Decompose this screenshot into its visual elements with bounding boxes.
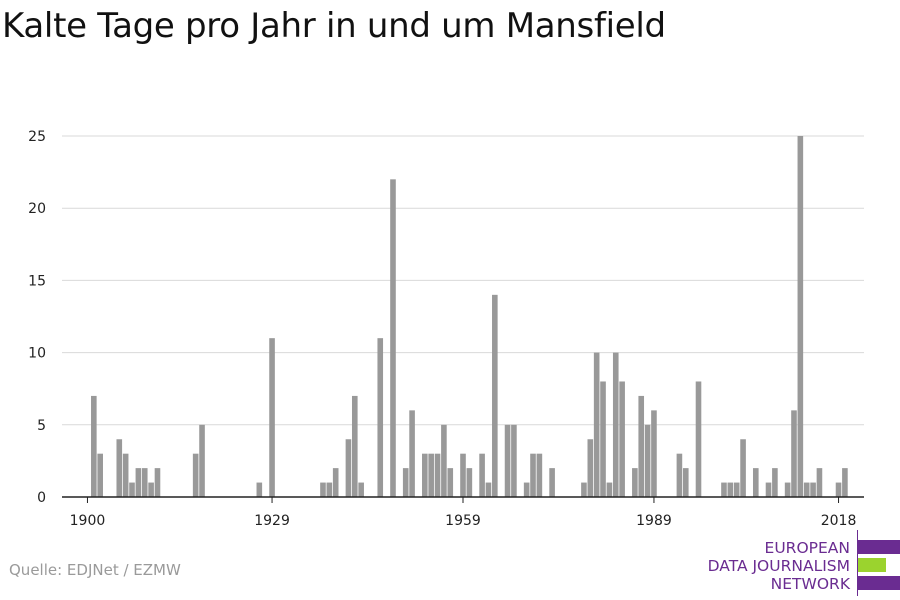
bar-1967 — [511, 424, 517, 497]
bar-1971 — [536, 453, 543, 497]
bar-1911 — [154, 468, 161, 497]
logo-bar-top — [858, 540, 900, 554]
bar-1939 — [332, 468, 339, 497]
logo-bar-middle — [858, 558, 886, 572]
bar-1978 — [581, 482, 587, 497]
source-note: Quelle: EDJNet / EZMW — [9, 561, 181, 579]
bar-1946 — [377, 338, 384, 497]
bar-1981 — [600, 381, 606, 497]
bar-2002 — [733, 482, 740, 497]
bar-2012 — [797, 136, 804, 497]
logo-line-1: EUROPEAN — [764, 539, 850, 557]
x-tick-label: 1989 — [636, 513, 672, 529]
bar-1948 — [390, 179, 396, 497]
bar-2018 — [835, 482, 842, 497]
x-axis — [62, 496, 864, 503]
bar-1960 — [466, 468, 473, 497]
bar-2011 — [791, 410, 797, 497]
bar-2015 — [816, 468, 823, 497]
bar-1951 — [409, 410, 415, 497]
bar-2005 — [752, 468, 759, 497]
x-tick-label: 1900 — [70, 513, 106, 529]
bar-1986 — [632, 468, 638, 497]
bar-1984 — [619, 381, 625, 497]
y-tick-label: 25 — [28, 129, 46, 145]
bar-1917 — [192, 453, 199, 497]
bar-2008 — [772, 468, 778, 497]
bar-1937 — [320, 482, 326, 497]
x-tick-labels: 1900 1929 1959 1989 2018 — [70, 513, 857, 529]
bar-1988 — [644, 424, 651, 497]
bar-1980 — [593, 352, 600, 497]
bar-1905 — [116, 439, 123, 497]
bar-2013 — [803, 482, 810, 497]
x-tick-label: 1929 — [254, 513, 290, 529]
bar-1908 — [135, 468, 142, 497]
bar-1938 — [326, 482, 333, 497]
bar-1989 — [651, 410, 657, 497]
bar-2001 — [727, 482, 734, 497]
bar-2010 — [784, 482, 791, 497]
gridlines — [62, 135, 864, 426]
bar-1993 — [676, 453, 683, 497]
logo-divider — [857, 530, 858, 596]
bar-1957 — [447, 468, 454, 497]
bar-1969 — [523, 482, 530, 497]
bar-1909 — [141, 468, 148, 497]
y-tick-label: 0 — [37, 490, 46, 506]
bar-1902 — [97, 453, 103, 497]
x-tick-label: 1959 — [445, 513, 481, 529]
bar-2014 — [810, 482, 816, 497]
logo-line-2: DATA JOURNALISM — [707, 557, 850, 575]
bar-1950 — [402, 468, 409, 497]
bar-1943 — [358, 482, 364, 497]
bar-1994 — [682, 468, 689, 497]
bar-1959 — [460, 453, 466, 497]
bar-1964 — [492, 294, 498, 497]
bar-1996 — [695, 381, 702, 497]
chart-title: Kalte Tage pro Jahr in und um Mansfield — [2, 6, 666, 46]
bar-1927 — [256, 482, 263, 497]
bar-1979 — [587, 439, 594, 497]
logo-bar-bottom — [858, 576, 900, 590]
y-tick-label: 15 — [28, 273, 46, 289]
y-tick-label: 20 — [28, 201, 46, 217]
bar-1906 — [122, 453, 129, 497]
bar-1973 — [549, 468, 555, 497]
bar-1955 — [434, 453, 441, 497]
y-tick-label: 5 — [37, 418, 46, 434]
bar-2000 — [721, 482, 727, 497]
bars — [91, 136, 848, 497]
bar-1966 — [504, 424, 511, 497]
logo-line-3: NETWORK — [770, 575, 850, 593]
bar-1970 — [530, 453, 536, 497]
bar-1901 — [91, 395, 97, 497]
y-tick-label: 10 — [28, 346, 46, 362]
bar-2019 — [842, 468, 848, 497]
edjnet-logo: EUROPEAN DATA JOURNALISM NETWORK — [690, 530, 900, 596]
bar-1956 — [441, 424, 447, 497]
bar-1910 — [148, 482, 154, 497]
bar-2003 — [740, 439, 746, 497]
bar-1954 — [428, 453, 434, 497]
bar-2007 — [765, 482, 772, 497]
bar-1953 — [422, 453, 428, 497]
bar-1963 — [485, 482, 492, 497]
y-tick-labels: 0 5 10 15 20 25 — [28, 129, 46, 506]
bar-1982 — [606, 482, 613, 497]
bar-1987 — [638, 395, 645, 497]
bar-1918 — [199, 424, 205, 497]
x-tick-label: 2018 — [821, 513, 857, 529]
bar-1942 — [351, 395, 358, 497]
bar-1929 — [269, 338, 275, 497]
bar-1941 — [345, 439, 352, 497]
bar-1962 — [479, 453, 485, 497]
bar-1907 — [129, 482, 135, 497]
bar-1983 — [612, 352, 619, 497]
